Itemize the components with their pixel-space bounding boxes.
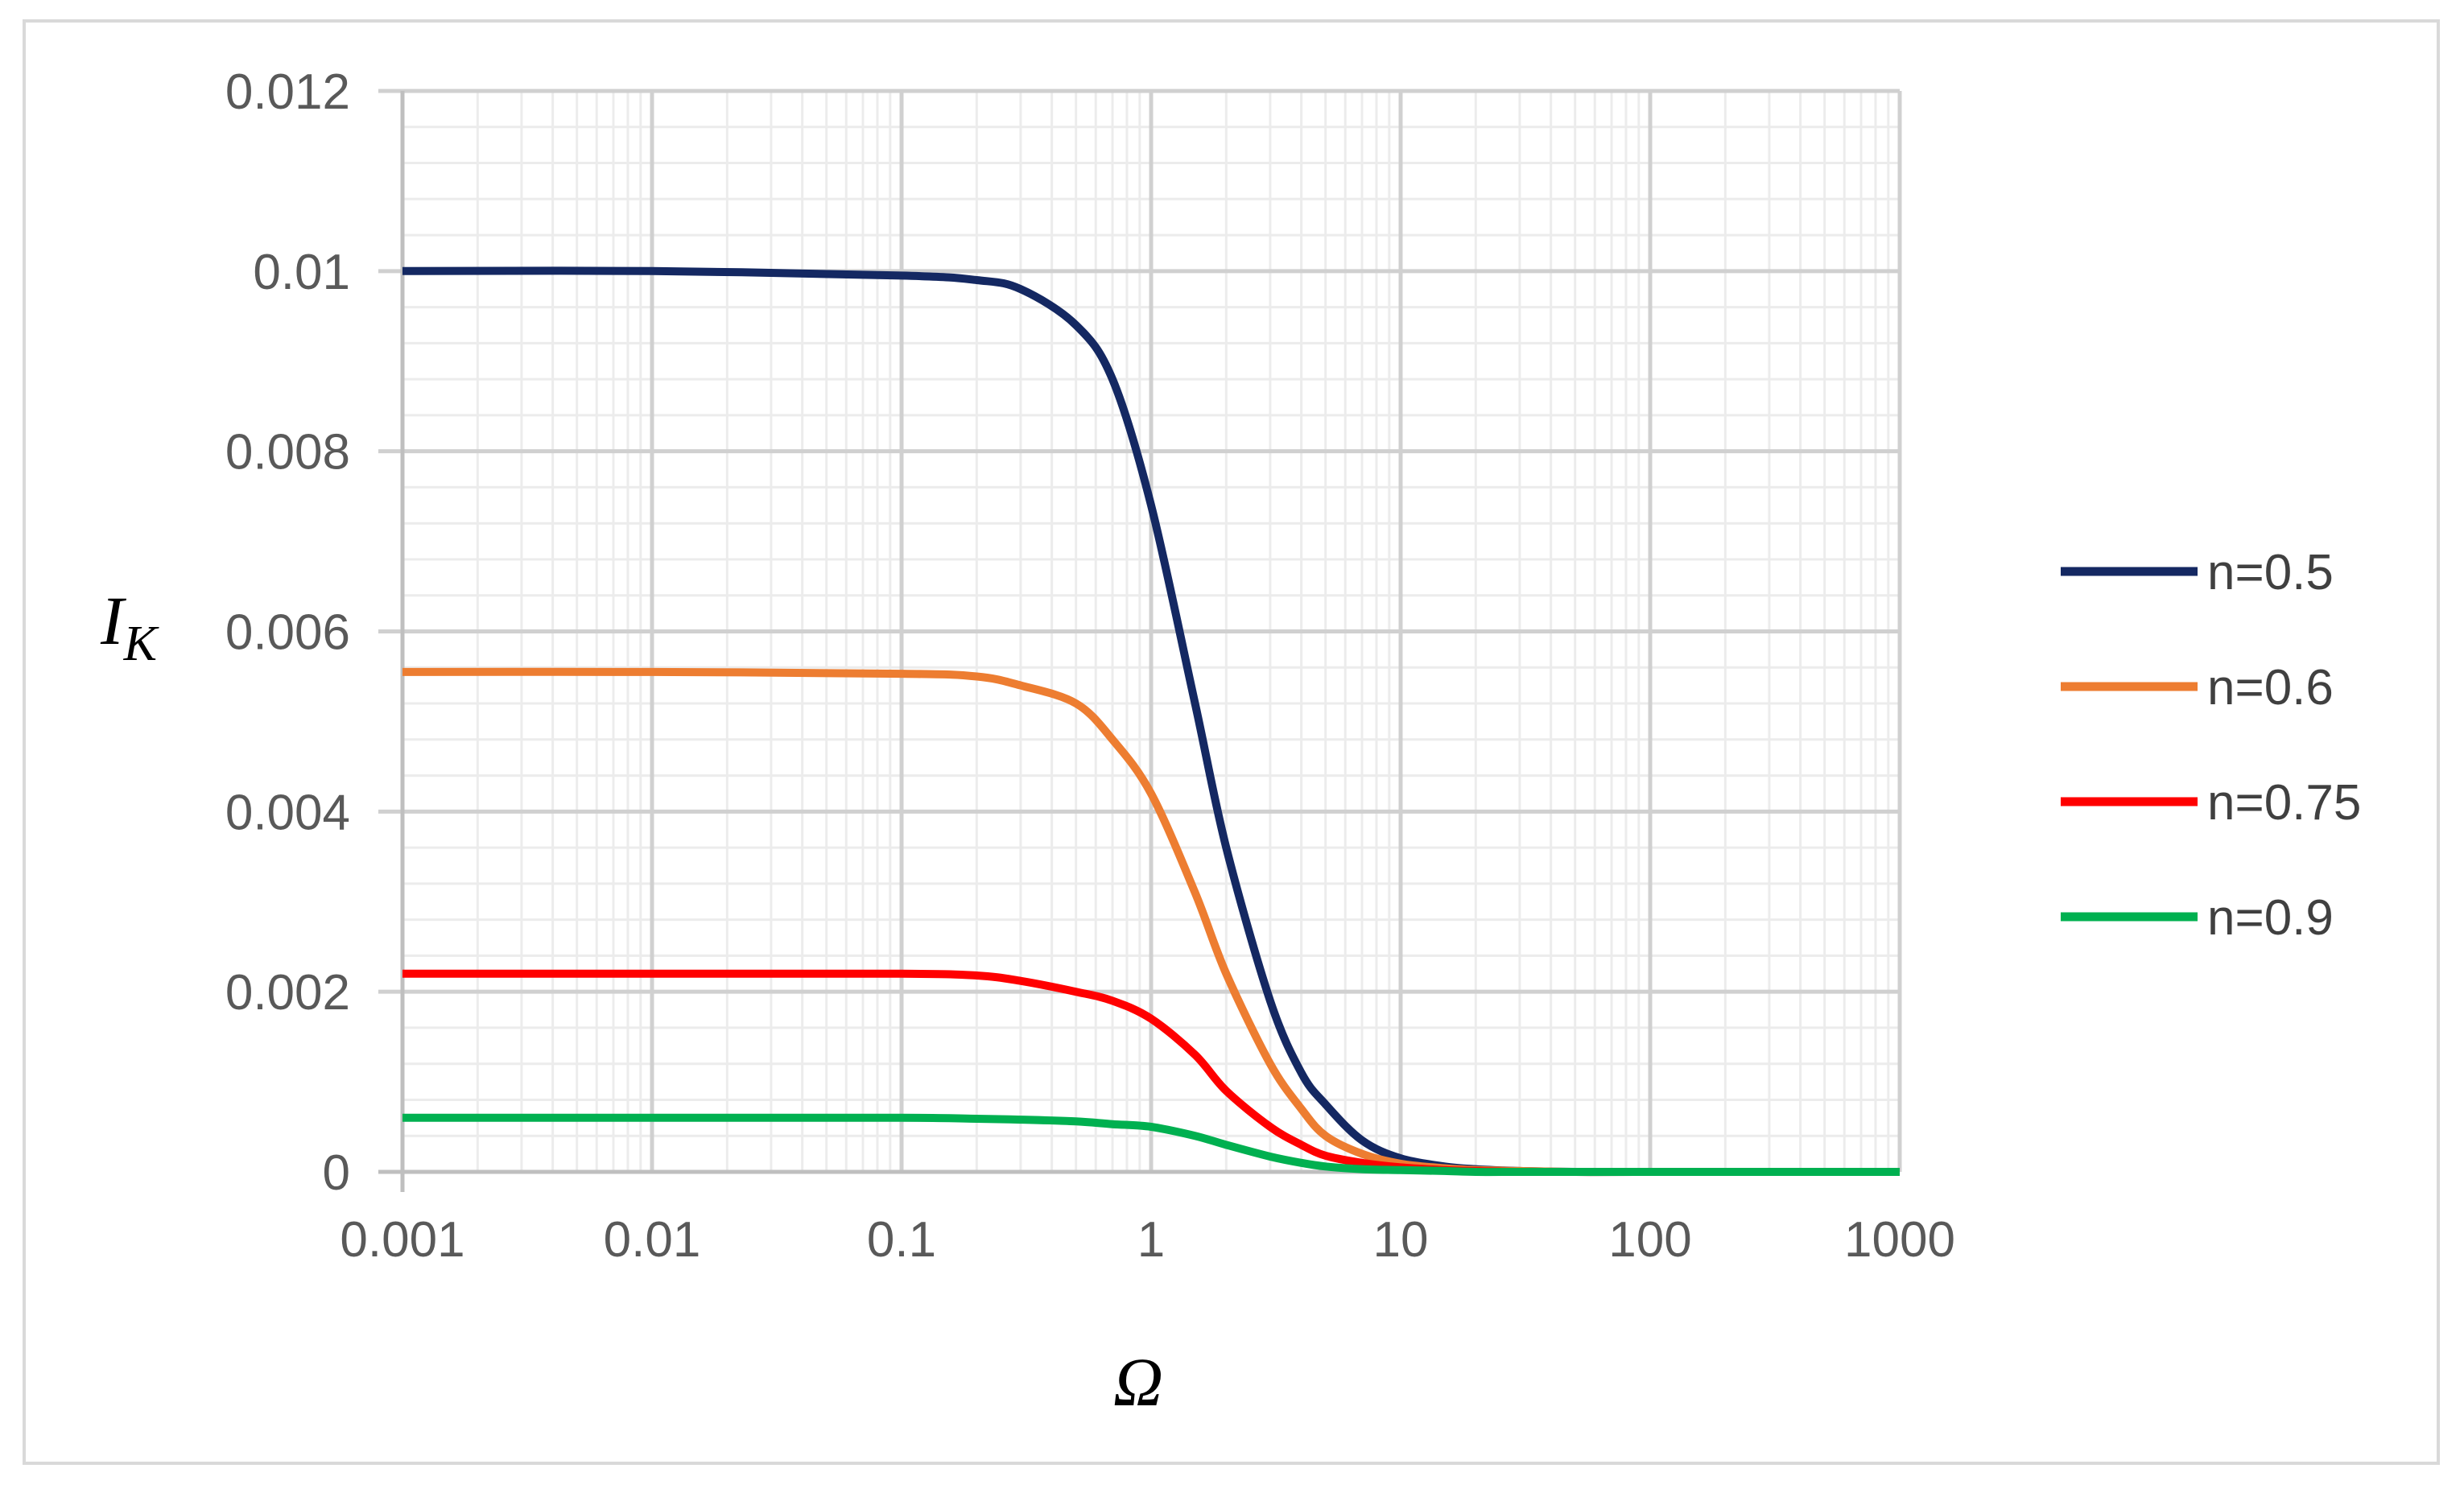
y-tick-label: 0.012: [225, 64, 350, 120]
y-tick-label: 0.002: [225, 965, 350, 1021]
y-tick-label: 0: [323, 1145, 350, 1201]
x-tick-label: 10: [1373, 1212, 1429, 1268]
x-tick-label: 0.001: [340, 1212, 464, 1268]
legend-label-n-0-5: n=0.5: [2207, 545, 2334, 600]
chart-frame: [23, 19, 2440, 1465]
legend: n=0.5 n=0.6 n=0.75 n=0.9: [2061, 545, 2361, 946]
x-axis-title: Ω: [1113, 1343, 1163, 1421]
x-tick-label: 100: [1608, 1212, 1691, 1268]
y-tick-label: 0.008: [225, 425, 350, 481]
x-axis-tick-labels: 0.001 0.01 0.1 1 10 100 1000: [340, 1212, 1955, 1268]
series-lines: [402, 266, 1901, 1177]
y-axis-tick-labels: 0 0.002 0.004 0.006 0.008 0.01 0.012: [225, 64, 350, 1201]
legend-label-n-0-75: n=0.75: [2207, 775, 2361, 831]
y-tick-label: 0.006: [225, 605, 350, 661]
y-axis-title-main: I: [100, 582, 126, 659]
y-axis-title: IK: [100, 582, 160, 671]
x-tick-label: 0.1: [867, 1212, 936, 1268]
legend-label-n-0-9: n=0.9: [2207, 890, 2334, 946]
series-line-n-0-9: [402, 1113, 1901, 1177]
x-tick-label: 1000: [1844, 1212, 1955, 1268]
y-tick-label: 0.01: [253, 245, 350, 300]
x-tick-label: 1: [1137, 1212, 1165, 1268]
y-axis-title-subscript: K: [123, 617, 160, 671]
x-tick-label: 0.01: [604, 1212, 701, 1268]
y-tick-label: 0.004: [225, 785, 350, 840]
legend-label-n-0-6: n=0.6: [2207, 660, 2334, 716]
